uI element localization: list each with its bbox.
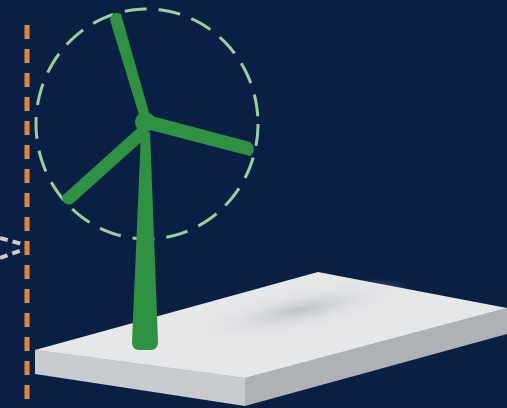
platform [35, 272, 507, 406]
tower [132, 132, 158, 350]
hub [135, 112, 155, 132]
blade [150, 116, 254, 156]
blade [62, 126, 148, 205]
blade [110, 12, 150, 119]
arrow [0, 236, 23, 260]
wind-turbine [62, 12, 254, 350]
